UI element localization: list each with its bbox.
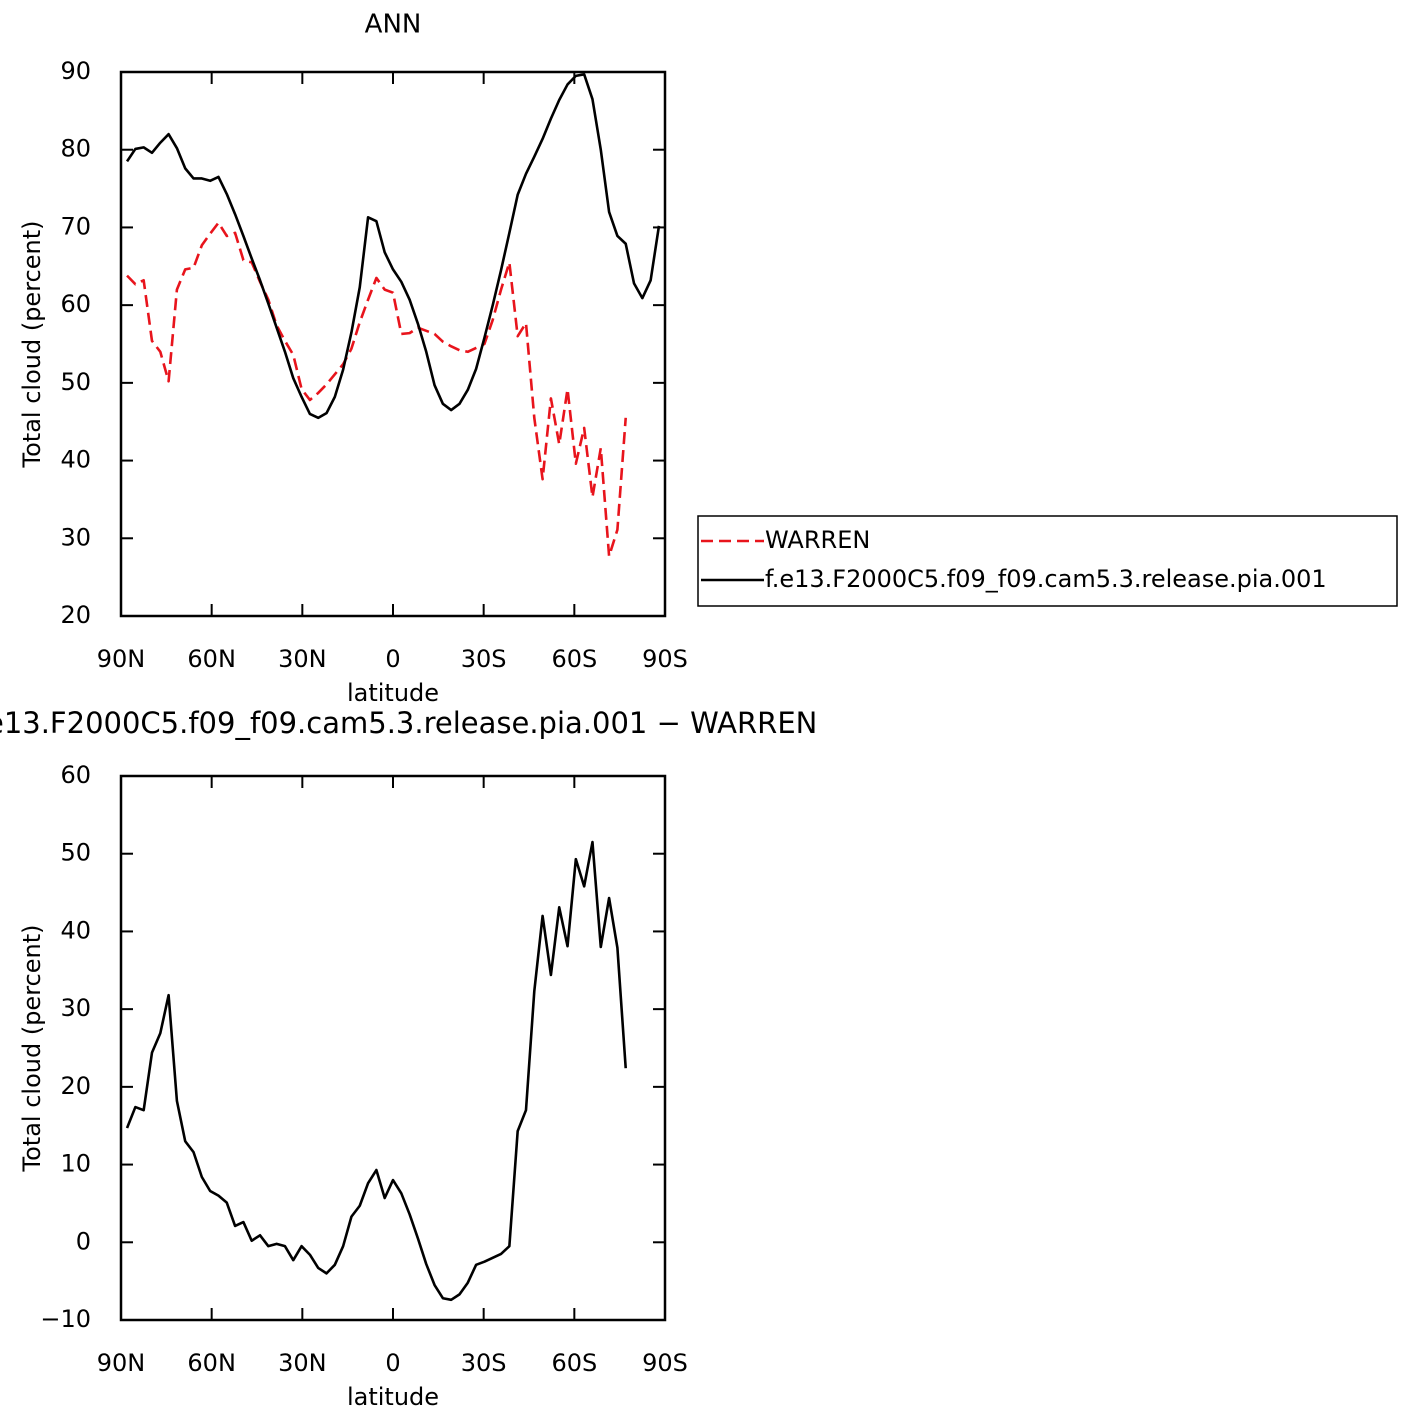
y-tick-label: −10: [40, 1305, 91, 1333]
y-tick-label: 60: [60, 761, 91, 789]
legend-label: WARREN: [765, 526, 870, 554]
x-axis-label: latitude: [347, 679, 439, 707]
data-line: [125, 73, 661, 420]
data-line: [126, 221, 628, 558]
y-tick-label: 30: [60, 523, 91, 551]
x-tick-label: 90N: [97, 1349, 146, 1377]
x-tick-label: 90N: [97, 645, 146, 673]
x-tick-label: 60S: [551, 1349, 597, 1377]
x-tick-label: 60S: [551, 645, 597, 673]
plot-frame: [119, 70, 667, 618]
y-tick-label: 40: [60, 916, 91, 944]
chart-title: f.e13.F2000C5.f09_f09.cam5.3.release.pia…: [0, 706, 817, 740]
chart-title: ANN: [365, 10, 422, 40]
x-tick-label: 90S: [642, 1349, 688, 1377]
x-tick-label: 30N: [278, 1349, 327, 1377]
data-line: [125, 840, 628, 1302]
x-tick-label: 60N: [187, 1349, 236, 1377]
y-tick-label: 0: [76, 1227, 91, 1255]
x-axis-label: latitude: [347, 1383, 439, 1411]
y-tick-label: 10: [60, 1150, 91, 1178]
y-tick-label: 20: [60, 601, 91, 629]
x-tick-label: 0: [385, 645, 400, 673]
x-tick-label: 60N: [187, 645, 236, 673]
y-tick-label: 50: [60, 839, 91, 867]
y-tick-label: 50: [60, 368, 91, 396]
y-tick-label: 90: [60, 57, 91, 85]
y-axis-label: Total cloud (percent): [18, 925, 46, 1173]
legend-box: [697, 515, 1398, 607]
x-tick-label: 30S: [461, 1349, 507, 1377]
x-tick-label: 30S: [461, 645, 507, 673]
y-axis-label: Total cloud (percent): [18, 221, 46, 469]
legend-label: f.e13.F2000C5.f09_f09.cam5.3.release.pia…: [765, 565, 1327, 593]
x-tick-label: 90S: [642, 645, 688, 673]
y-tick-label: 20: [60, 1072, 91, 1100]
plot-frame: [119, 774, 667, 1322]
y-tick-label: 80: [60, 135, 91, 163]
x-tick-label: 30N: [278, 645, 327, 673]
y-tick-label: 70: [60, 212, 91, 240]
y-tick-label: 40: [60, 446, 91, 474]
y-tick-label: 60: [60, 290, 91, 318]
y-tick-label: 30: [60, 994, 91, 1022]
x-tick-label: 0: [385, 1349, 400, 1377]
